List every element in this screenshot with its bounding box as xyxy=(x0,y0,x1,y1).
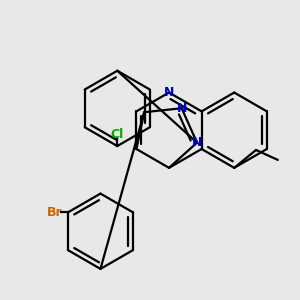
Text: N: N xyxy=(176,102,187,115)
Text: N: N xyxy=(192,136,202,149)
Text: Br: Br xyxy=(47,206,63,219)
Text: Cl: Cl xyxy=(111,128,124,141)
Text: N: N xyxy=(164,86,174,99)
